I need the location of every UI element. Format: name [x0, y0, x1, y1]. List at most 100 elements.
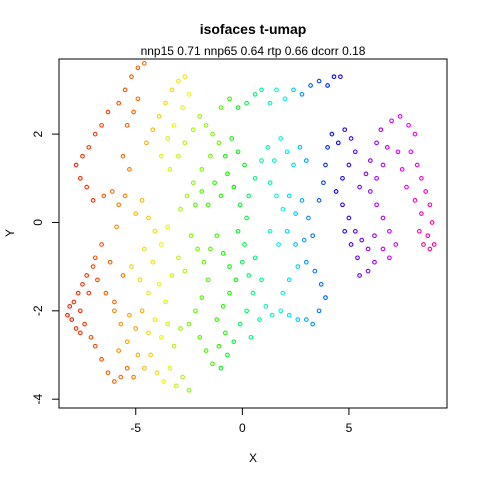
data-points — [65, 61, 437, 393]
data-point — [171, 343, 177, 349]
data-point — [105, 370, 111, 376]
data-point — [342, 127, 348, 133]
data-point — [133, 211, 139, 216]
data-point — [237, 202, 243, 208]
data-point — [127, 167, 132, 172]
data-point — [152, 317, 158, 322]
data-point — [124, 122, 130, 128]
data-point — [116, 202, 122, 208]
data-point — [352, 228, 358, 234]
data-point — [112, 299, 117, 305]
data-point — [158, 334, 164, 340]
data-point — [416, 228, 422, 234]
data-point — [303, 158, 309, 163]
data-point — [139, 308, 145, 314]
data-point — [408, 149, 414, 155]
data-point — [77, 308, 83, 314]
data-point — [316, 308, 322, 314]
data-point — [286, 277, 292, 283]
data-point — [146, 215, 151, 221]
data-point — [118, 321, 124, 327]
data-point — [124, 339, 130, 345]
data-point — [197, 334, 203, 340]
data-point — [404, 184, 409, 190]
data-point — [303, 259, 309, 265]
chart-title: isofaces t-umap — [200, 21, 307, 37]
data-point — [293, 242, 298, 247]
data-point — [269, 312, 275, 318]
data-point — [242, 242, 247, 247]
data-point — [348, 242, 354, 247]
data-point — [397, 114, 403, 119]
data-point — [257, 317, 262, 322]
data-point — [387, 255, 392, 261]
data-point — [321, 180, 326, 186]
data-point — [135, 96, 141, 102]
data-point — [146, 330, 151, 336]
data-point — [193, 308, 198, 314]
data-point — [210, 131, 215, 137]
data-point — [182, 140, 188, 146]
data-point — [427, 246, 433, 252]
data-point — [271, 158, 277, 163]
data-point — [244, 215, 249, 221]
data-point — [297, 145, 303, 150]
data-point — [372, 259, 377, 265]
data-point — [141, 61, 147, 66]
data-point — [367, 158, 373, 163]
data-point — [414, 162, 420, 168]
data-point — [165, 321, 171, 327]
data-point — [212, 180, 217, 186]
data-point — [267, 228, 273, 234]
data-point — [69, 317, 75, 322]
data-point — [201, 259, 207, 265]
data-point — [308, 83, 313, 88]
data-point — [293, 211, 298, 216]
data-point — [180, 105, 185, 110]
data-point — [90, 264, 96, 269]
data-point — [163, 100, 168, 106]
data-point — [278, 308, 284, 314]
data-point — [291, 87, 296, 93]
data-point — [186, 387, 192, 393]
y-axis: -4 -2 0 2 — [31, 130, 60, 405]
data-point — [325, 83, 330, 88]
data-point — [412, 131, 418, 137]
data-point — [299, 91, 305, 97]
data-point — [380, 215, 386, 221]
data-point — [295, 264, 301, 269]
data-point — [92, 343, 98, 349]
data-point — [176, 78, 181, 84]
data-point — [346, 162, 352, 168]
data-point — [208, 246, 213, 252]
data-point — [301, 237, 307, 243]
data-point — [116, 100, 122, 106]
data-point — [338, 74, 343, 80]
y-tick-label: 2 — [31, 130, 45, 137]
data-point — [352, 149, 358, 155]
data-point — [120, 273, 126, 278]
data-point — [372, 233, 377, 239]
data-point — [295, 317, 301, 322]
data-point — [325, 145, 330, 150]
data-point — [348, 136, 354, 141]
data-point — [252, 91, 258, 97]
data-point — [180, 374, 185, 380]
data-point — [335, 140, 341, 146]
data-point — [92, 255, 98, 261]
data-point — [133, 326, 139, 331]
data-point — [384, 145, 390, 150]
data-point — [246, 273, 252, 278]
data-point — [73, 162, 79, 168]
data-point — [158, 153, 164, 159]
data-point — [203, 122, 209, 128]
data-point — [239, 259, 245, 265]
x-axis-label: X — [249, 451, 257, 465]
data-point — [210, 361, 215, 367]
data-point — [316, 198, 322, 203]
data-point — [139, 198, 145, 203]
data-point — [259, 87, 264, 93]
data-point — [150, 259, 156, 265]
data-point — [178, 206, 183, 212]
data-point — [431, 242, 437, 247]
